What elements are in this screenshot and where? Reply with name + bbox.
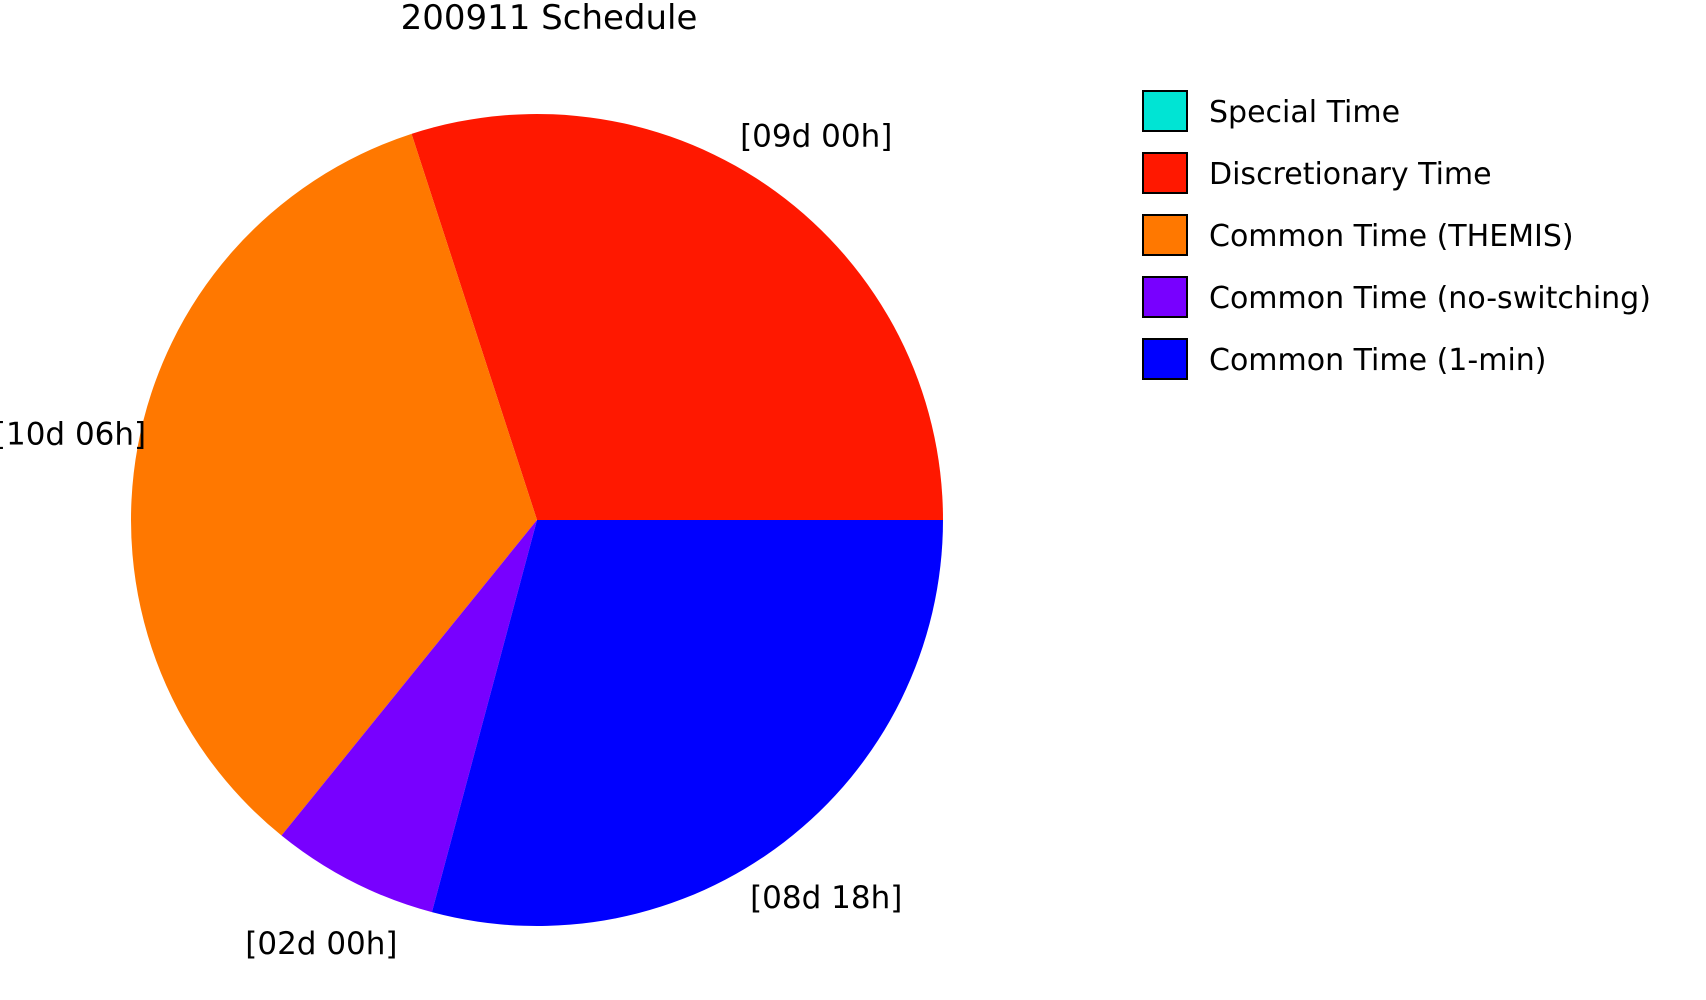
pie-slice-common-time-themis	[131, 133, 538, 836]
slice-labels: [09d 00h] [10d 06h] [02d 00h] [08d 18h]	[0, 119, 902, 963]
chart-title: 200911 Schedule	[401, 0, 698, 38]
legend: Special Time Discretionary Time Common Tim…	[1142, 90, 1651, 380]
pie-slice-discretionary-time	[411, 113, 943, 520]
slice-label-common-time-no-switching: [02d 00h]	[245, 926, 397, 962]
pie-slice-common-time-1-min	[431, 520, 943, 927]
legend-swatch-common-time-themis	[1142, 214, 1188, 256]
slice-label-common-time-1-min: [08d 18h]	[750, 880, 902, 916]
slice-label-discretionary-time: [09d 00h]	[740, 119, 892, 155]
legend-label-common-time-themis: Common Time (THEMIS)	[1209, 219, 1574, 254]
slice-label-common-time-themis: [10d 06h]	[0, 416, 146, 452]
legend-label-common-time-no-switching: Common Time (no-switching)	[1209, 281, 1651, 316]
legend-label-special-time: Special Time	[1209, 95, 1400, 130]
legend-swatch-common-time-no-switching	[1142, 276, 1188, 318]
legend-swatch-discretionary-time	[1142, 152, 1188, 194]
legend-swatch-special-time	[1142, 90, 1188, 132]
legend-label-discretionary-time: Discretionary Time	[1209, 157, 1492, 192]
legend-label-common-time-1-min: Common Time (1-min)	[1209, 343, 1547, 378]
pie-slices	[131, 113, 943, 927]
pie-slice-common-time-no-switching	[281, 520, 537, 913]
legend-swatch-common-time-1-min	[1142, 338, 1188, 380]
